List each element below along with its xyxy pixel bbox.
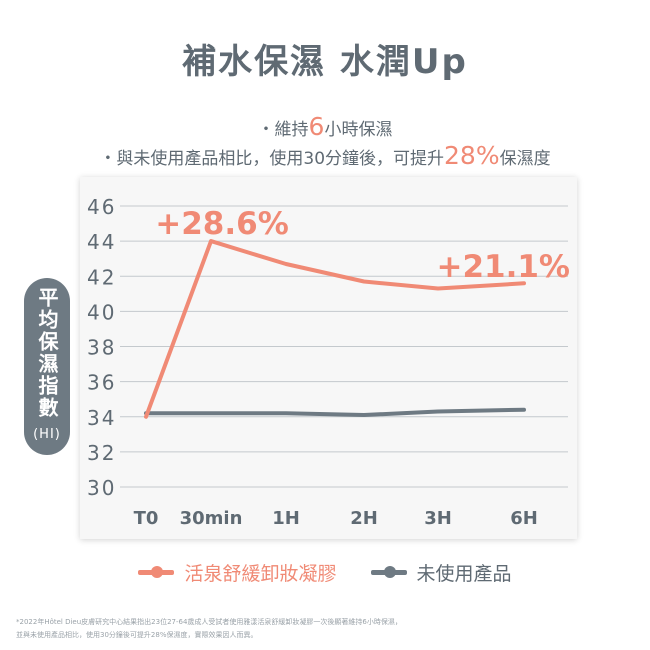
legend: 活泉舒緩卸妝凝膠 未使用產品 — [0, 558, 650, 586]
y-tick-label: 34 — [87, 406, 116, 430]
x-tick-label: 3H — [424, 508, 452, 529]
legend-label-control: 未使用產品 — [416, 563, 512, 585]
series-line-1 — [144, 407, 526, 417]
y-tick-label: 44 — [87, 230, 116, 254]
claim-2-prefix: ・與未使用產品相比，使用30分鐘後，可提升 — [99, 149, 445, 169]
x-tick-label: 30min — [180, 508, 243, 529]
y-tick-label: 40 — [87, 300, 116, 324]
y-axis-label: 平均保濕指數 (HI) — [24, 278, 70, 455]
claim-2-suffix: 保濕度 — [499, 149, 551, 169]
footnote-line-1: *2022年Hôtel Dieu皮膚研究中心結果指出23位27-64歲成人受試者… — [16, 618, 402, 626]
page-title: 補水保濕 水潤Up — [182, 42, 468, 82]
claim-1-prefix: ・維持 — [257, 120, 309, 140]
claim-2-highlight: 28% — [444, 141, 500, 170]
chart-panel — [80, 177, 577, 539]
y-tick-label: 32 — [87, 441, 116, 465]
legend-swatch-product — [138, 566, 175, 578]
y-axis-label-text: 平均保濕指數 — [34, 286, 59, 419]
y-tick-label: 42 — [87, 265, 116, 289]
legend-item-control: 未使用產品 — [370, 559, 512, 586]
y-tick-label: 46 — [87, 195, 116, 219]
y-tick-label: 38 — [87, 336, 116, 360]
legend-item-product: 活泉舒緩卸妝凝膠 — [138, 559, 336, 586]
x-tick-label: 6H — [510, 508, 538, 529]
claim-line-1: ・維持6小時保濕 — [0, 112, 650, 141]
claim-1-suffix: 小時保濕 — [324, 120, 393, 140]
x-tick-label: 2H — [350, 508, 378, 529]
data-annotation: +21.1% — [436, 249, 570, 285]
y-tick-label: 30 — [87, 476, 116, 500]
claim-1-highlight: 6 — [308, 112, 325, 141]
x-tick-label: T0 — [134, 508, 159, 529]
y-tick-label: 36 — [87, 371, 116, 395]
footnote-line-2: 並與未使用產品相比，使用30分鐘後可提升28%保濕度，實際效果因人而異。 — [16, 631, 258, 639]
series-line-0 — [144, 239, 526, 419]
claim-line-2: ・與未使用產品相比，使用30分鐘後，可提升28%保濕度 — [0, 141, 650, 170]
legend-swatch-control — [370, 566, 407, 578]
data-annotation: +28.6% — [155, 206, 289, 242]
legend-label-product: 活泉舒緩卸妝凝膠 — [184, 563, 337, 585]
y-axis-label-unit: (HI) — [33, 426, 61, 442]
x-tick-label: 1H — [272, 508, 300, 529]
